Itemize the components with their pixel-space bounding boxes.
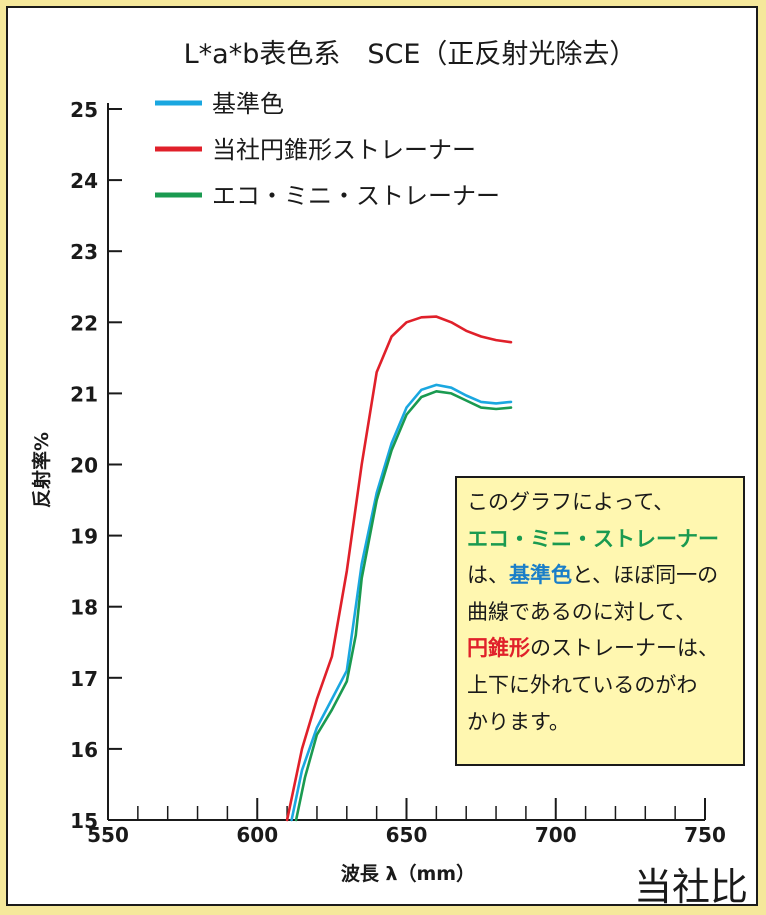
y-tick-label: 20 bbox=[70, 454, 98, 478]
legend-label: 基準色 bbox=[212, 90, 284, 118]
callout-line-4: 曲線であるのに対して、 bbox=[467, 599, 697, 624]
x-tick-label: 700 bbox=[535, 823, 577, 847]
y-tick-label: 17 bbox=[70, 667, 98, 691]
axes: 15 16 17 18 19 20 21 22 23 24 25 550 600 650 700 750 bbox=[70, 98, 726, 847]
y-tick-label: 25 bbox=[70, 98, 98, 122]
callout-text-5b: のストレーナーは、 bbox=[530, 636, 719, 661]
chart-title: L*a*b表色系 SCE（正反射光除去） bbox=[184, 39, 637, 70]
y-tick-label: 19 bbox=[70, 525, 98, 549]
callout-line-3: は、基準色と、ほぼ同一の bbox=[467, 557, 733, 594]
x-tick-label: 550 bbox=[87, 823, 129, 847]
y-tick-label: 24 bbox=[70, 169, 98, 193]
y-tick-label: 22 bbox=[70, 311, 98, 335]
y-tick-label: 23 bbox=[70, 240, 98, 264]
series-layer bbox=[285, 315, 513, 822]
x-tick-label: 600 bbox=[236, 823, 278, 847]
y-tick-label: 16 bbox=[70, 738, 98, 762]
series-line-3 bbox=[294, 389, 513, 822]
series-line-1 bbox=[290, 383, 513, 822]
callout-line-7: かります。 bbox=[467, 709, 570, 734]
callout-box: このグラフによって、 エコ・ミニ・ストレーナー は、基準色と、ほぼ同一の 曲線で… bbox=[455, 476, 745, 766]
callout-line-2: エコ・ミニ・ストレーナー bbox=[467, 526, 719, 551]
series-line-2 bbox=[285, 315, 513, 822]
y-tick-label: 18 bbox=[70, 596, 98, 620]
callout-text-3a: は、 bbox=[467, 563, 509, 588]
y-tick-label: 15 bbox=[70, 809, 98, 833]
x-axis-label: 波長 λ（mm） bbox=[341, 862, 475, 885]
callout-highlight-cone: 円錐形 bbox=[467, 636, 530, 661]
callout-line-6: 上下に外れているのがわ bbox=[467, 672, 698, 697]
legend-label: エコ・ミニ・ストレーナー bbox=[212, 182, 500, 210]
x-tick-label: 650 bbox=[386, 823, 428, 847]
x-tick-label: 750 bbox=[684, 823, 726, 847]
legend-label: 当社円錐形ストレーナー bbox=[212, 136, 476, 164]
callout-line-1: このグラフによって、 bbox=[467, 490, 675, 514]
y-axis-label: 反射率% bbox=[30, 432, 53, 508]
callout-highlight-reference: 基準色 bbox=[509, 563, 572, 588]
callout-line-5: 円錐形のストレーナーは、 bbox=[467, 630, 733, 667]
y-tick-label: 21 bbox=[70, 382, 98, 406]
callout-text-3b: と、ほぼ同一の bbox=[572, 563, 719, 588]
comparison-mark: 当社比 bbox=[633, 865, 748, 909]
